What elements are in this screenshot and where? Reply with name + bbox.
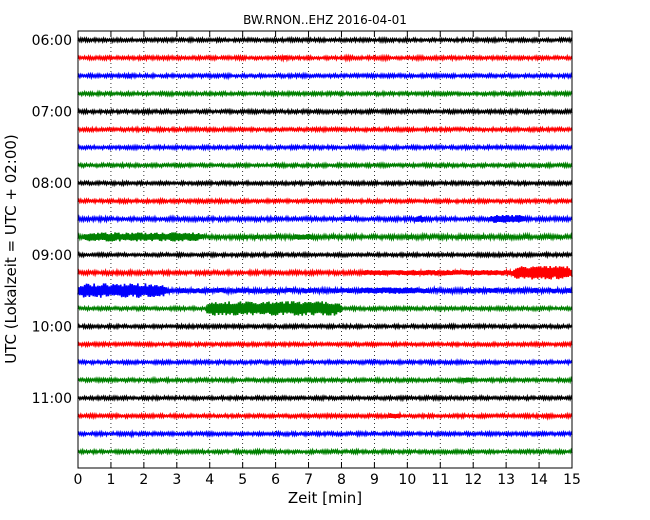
trace-1030 — [77, 375, 573, 385]
trace-0915 — [77, 283, 573, 298]
x-tick-label: 3 — [172, 472, 181, 488]
x-axis-ticks: 0 1 2 3 4 5 6 7 8 9 10 11 12 13 14 15 — [74, 31, 581, 488]
trace-1115 — [77, 429, 573, 439]
trace-0845 — [77, 250, 573, 260]
x-tick-label: 14 — [530, 472, 548, 488]
y-tick-label: 09:00 — [32, 248, 72, 264]
x-tick-label: 10 — [398, 472, 416, 488]
x-axis-label: Zeit [min] — [288, 489, 362, 507]
x-tick-label: 13 — [497, 472, 515, 488]
trace-0730 — [77, 161, 573, 170]
y-axis-ticks: 06:00 07:00 08:00 09:00 10:00 11:00 — [32, 33, 572, 407]
trace-0615 — [77, 71, 573, 81]
chart-title: BW.RNON..EHZ 2016-04-01 — [243, 13, 407, 27]
y-tick-label: 11:00 — [32, 391, 72, 407]
x-tick-label: 15 — [563, 472, 581, 488]
trace-0815 — [77, 214, 573, 225]
y-tick-label: 06:00 — [32, 33, 72, 49]
trace-0645 — [77, 107, 573, 117]
trace-0945 — [77, 322, 573, 331]
y-tick-label: 07:00 — [32, 105, 72, 121]
trace-0600 — [77, 53, 573, 63]
trace-0745 — [77, 178, 573, 188]
x-tick-label: 4 — [205, 472, 214, 488]
trace-1045 — [77, 393, 573, 403]
x-tick-label: 0 — [74, 472, 83, 488]
x-tick-label: 2 — [139, 472, 148, 488]
x-tick-label: 8 — [337, 472, 346, 488]
trace-group — [77, 35, 573, 456]
trace-0800 — [77, 196, 573, 206]
trace-1000 — [77, 340, 573, 349]
x-tick-label: 12 — [464, 472, 482, 488]
x-tick-label: 6 — [271, 472, 280, 488]
y-tick-label: 10:00 — [32, 319, 72, 335]
x-tick-label: 5 — [238, 472, 247, 488]
trace-1015 — [77, 358, 573, 367]
trace-0715 — [77, 143, 573, 152]
grid-lines — [110, 31, 540, 468]
y-axis-label: UTC (Lokalzeit = UTC + 02:00) — [2, 134, 20, 364]
y-tick-label: 08:00 — [32, 176, 72, 192]
plot-frame — [77, 30, 573, 469]
trace-1100 — [77, 410, 573, 421]
x-tick-label: 9 — [370, 472, 379, 488]
x-tick-label: 1 — [106, 472, 115, 488]
trace-0630 — [77, 89, 573, 98]
x-tick-label: 11 — [431, 472, 449, 488]
x-tick-label: 7 — [304, 472, 313, 488]
trace-0700 — [77, 125, 573, 134]
trace-0930 — [77, 301, 573, 316]
trace-1130 — [77, 447, 573, 456]
trace-0545 — [77, 35, 573, 45]
trace-0830 — [77, 231, 573, 243]
trace-0900 — [77, 265, 573, 280]
